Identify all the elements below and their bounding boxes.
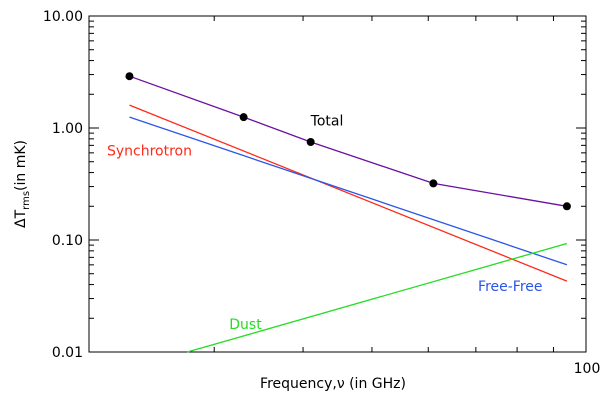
data-point-total	[429, 179, 438, 188]
data-point-total	[306, 137, 315, 146]
series-line-dust	[187, 242, 568, 353]
axis-ticks	[88, 15, 587, 353]
x-tick-label: 100	[574, 361, 601, 377]
axis-tick-labels: 0.01 0.10 1.00 10.00 100	[43, 9, 600, 377]
y-axis-title: ΔTrms(in mK)	[13, 140, 32, 228]
series-labels: Total Synchrotron Free-Free Dust	[107, 114, 543, 334]
series-group	[125, 72, 571, 353]
series-line-total	[129, 75, 568, 207]
y-tick-label: 0.10	[52, 233, 83, 249]
series-label-free-free: Free-Free	[478, 279, 542, 295]
y-axis-title-prefix: ΔT	[13, 209, 29, 228]
plot-frame	[88, 15, 587, 353]
y-axis-title-subscript: rms	[21, 191, 32, 210]
data-point-total	[125, 72, 134, 81]
series-label-total: Total	[310, 114, 344, 130]
series-line-synchrotron	[129, 104, 568, 282]
data-point-total	[562, 202, 571, 211]
y-tick-label: 0.01	[52, 345, 83, 361]
data-point-total	[239, 113, 248, 122]
y-axis-title-suffix: (in mK)	[13, 140, 29, 191]
x-axis-title: Frequency,ν (in GHz)	[260, 376, 406, 392]
series-label-dust: Dust	[229, 317, 262, 333]
y-tick-label: 1.00	[52, 121, 83, 137]
series-label-synchrotron: Synchrotron	[107, 143, 192, 159]
y-tick-label: 10.00	[43, 9, 83, 25]
series-line-free-free	[129, 116, 568, 266]
